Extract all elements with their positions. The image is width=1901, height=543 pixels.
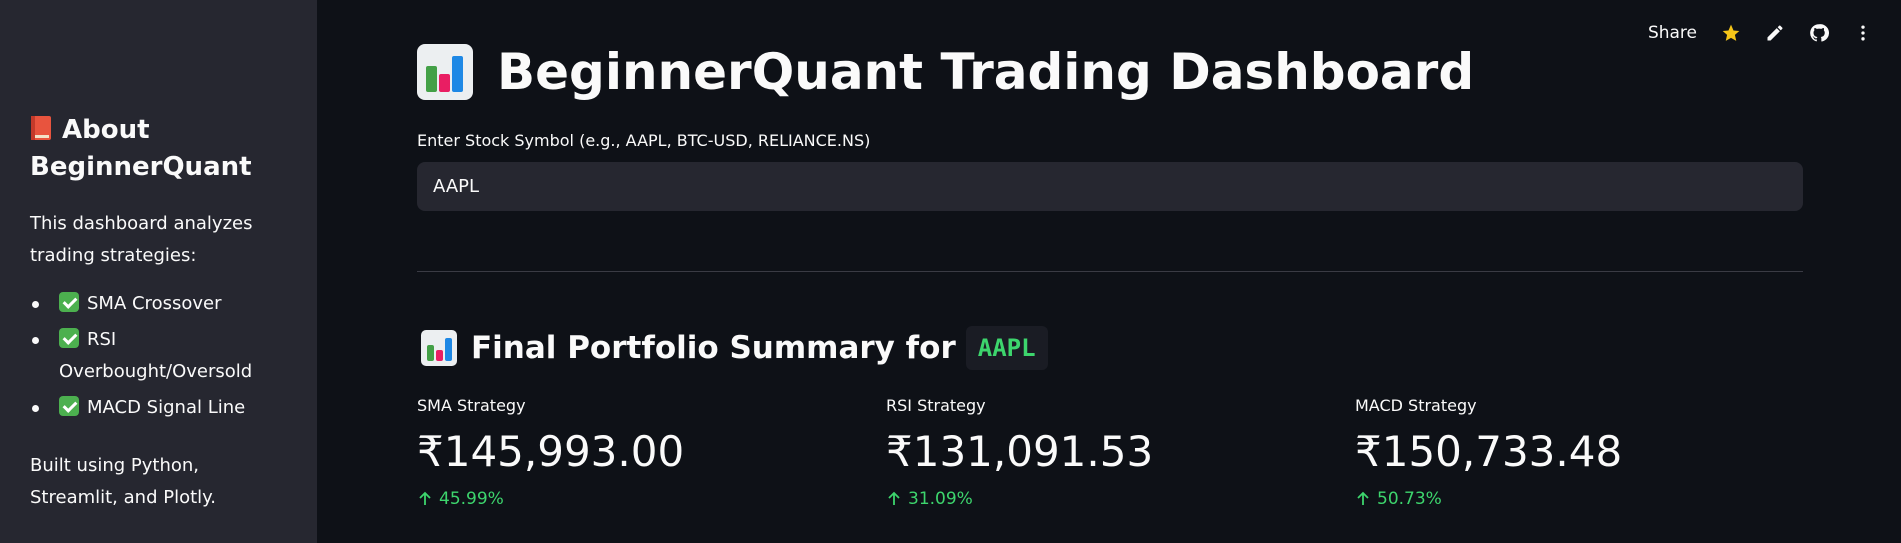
arrow-up-icon (888, 491, 900, 505)
summary-heading: Final Portfolio Summary for AAPL (421, 326, 1048, 370)
list-item-label: SMA Crossover (87, 293, 222, 314)
list-item: SMA Crossover (30, 288, 287, 320)
metric-delta: 45.99% (417, 489, 684, 509)
list-item-label: MACD Signal Line (87, 397, 246, 418)
check-icon (59, 396, 79, 416)
github-icon[interactable] (1809, 23, 1829, 43)
bullet-icon (32, 337, 39, 344)
sidebar-intro: This dashboard analyzes trading strategi… (30, 213, 253, 266)
sidebar: About BeginnerQuant This dashboard analy… (0, 0, 317, 543)
page-title: BeginnerQuant Trading Dashboard (417, 42, 1474, 102)
metric-macd: MACD Strategy ₹150,733.48 50.73% (1355, 396, 1622, 509)
metric-value: ₹131,091.53 (886, 427, 1154, 476)
bullet-icon (32, 405, 39, 412)
metric-value: ₹150,733.48 (1355, 427, 1623, 476)
list-item: MACD Signal Line (30, 392, 287, 424)
sidebar-title: About BeginnerQuant (30, 112, 287, 186)
arrow-up-icon (1357, 491, 1369, 505)
metric-label: MACD Strategy (1355, 396, 1477, 415)
metric-delta: 50.73% (1355, 489, 1622, 509)
bar-chart-icon (417, 44, 473, 100)
share-button[interactable]: Share (1647, 23, 1697, 43)
pencil-icon[interactable] (1765, 23, 1785, 43)
metric-delta-text: 45.99% (439, 489, 504, 509)
book-icon (30, 115, 52, 141)
symbol-input-label: Enter Stock Symbol (e.g., AAPL, BTC-USD,… (417, 131, 871, 150)
metric-delta: 31.09% (886, 489, 1153, 509)
bar-chart-icon (421, 330, 457, 366)
metric-rsi: RSI Strategy ₹131,091.53 31.09% (886, 396, 1153, 509)
metric-delta-text: 31.09% (908, 489, 973, 509)
star-icon[interactable] (1721, 23, 1741, 43)
page-title-text: BeginnerQuant Trading Dashboard (497, 43, 1475, 101)
metric-sma: SMA Strategy ₹145,993.00 45.99% (417, 396, 684, 509)
sidebar-footer: Built using Python, Streamlit, and Plotl… (30, 455, 216, 508)
more-vertical-icon[interactable] (1853, 23, 1873, 43)
check-icon (59, 292, 79, 312)
list-item-label: RSI Overbought/Oversold (59, 329, 253, 382)
strategy-list: SMA Crossover RSI Overbought/Oversold MA… (30, 288, 287, 424)
metric-label: RSI Strategy (886, 396, 986, 415)
symbol-code-chip: AAPL (965, 326, 1048, 370)
metric-label: SMA Strategy (417, 396, 526, 415)
divider (417, 271, 1803, 272)
top-toolbar: Share (1648, 20, 1873, 46)
arrow-up-icon (419, 491, 431, 505)
metric-delta-text: 50.73% (1377, 489, 1442, 509)
symbol-input[interactable] (417, 162, 1803, 211)
metric-value: ₹145,993.00 (417, 427, 685, 476)
check-icon (59, 328, 79, 348)
summary-heading-text: Final Portfolio Summary for (471, 330, 956, 366)
bullet-icon (32, 301, 39, 308)
sidebar-title-text: About BeginnerQuant (30, 115, 252, 182)
list-item: RSI Overbought/Oversold (30, 324, 287, 388)
